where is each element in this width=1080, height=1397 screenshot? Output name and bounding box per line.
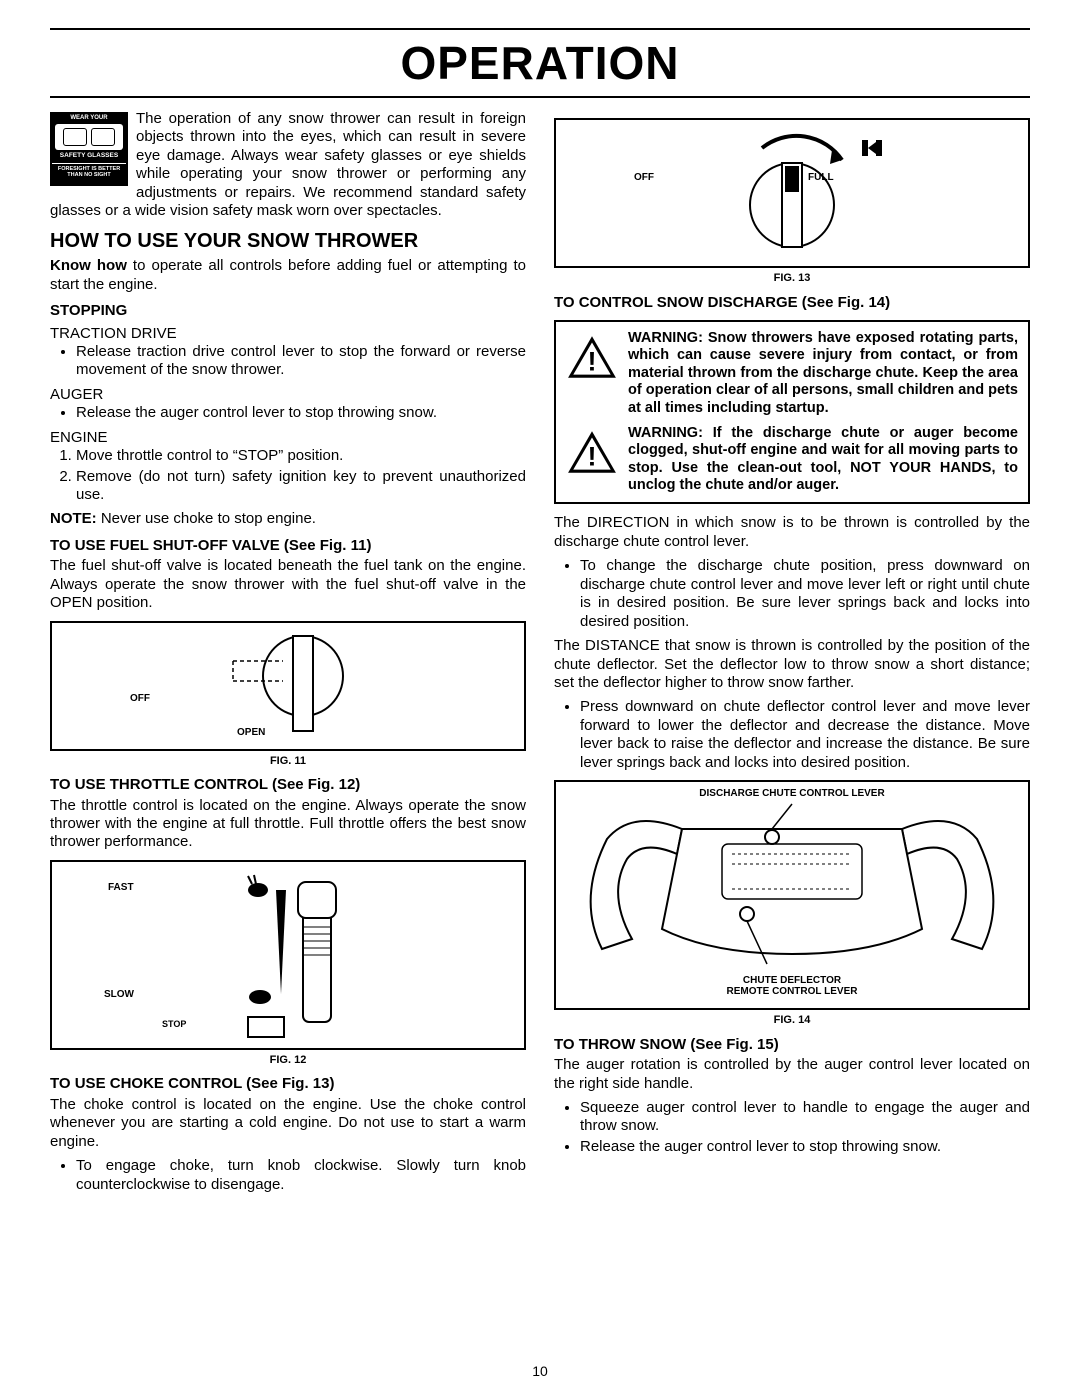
engine-steps: Move throttle control to “STOP” position… — [50, 447, 526, 504]
page-title: OPERATION — [50, 36, 1030, 90]
fig12-slow-label: SLOW — [104, 989, 134, 1001]
badge-line3: FORESIGHT IS BETTER THAN NO SIGHT — [52, 163, 126, 178]
fig11-caption: FIG. 11 — [50, 755, 526, 769]
badge-line2: SAFETY GLASSES — [52, 152, 126, 159]
throw-list: Squeeze auger control lever to handle to… — [554, 1099, 1030, 1156]
auger-label: AUGER — [50, 386, 526, 404]
throttle-body: The throttle control is located on the e… — [50, 797, 526, 852]
fig12-caption: FIG. 12 — [50, 1054, 526, 1068]
engine-step-2: Remove (do not turn) safety ignition key… — [76, 468, 526, 505]
choke-list: To engage choke, turn knob clockwise. Sl… — [50, 1157, 526, 1194]
knowhow-bold: Know how — [50, 257, 127, 274]
auger-bullet: Release the auger control lever to stop … — [76, 404, 526, 422]
traction-list: Release traction drive control lever to … — [50, 343, 526, 380]
warning-2: ! WARNING: If the discharge chute or aug… — [566, 425, 1018, 495]
note-bold: NOTE: — [50, 510, 97, 527]
throw-bullet-2: Release the auger control lever to stop … — [580, 1138, 1030, 1156]
handle-diagram — [562, 799, 1022, 969]
figure-14-box: DISCHARGE CHUTE CONTROL LEVER CHUTE — [554, 780, 1030, 1010]
discharge-heading: TO CONTROL SNOW DISCHARGE (See Fig. 14) — [554, 294, 1030, 312]
fig14-caption: FIG. 14 — [554, 1014, 1030, 1028]
note-rest: Never use choke to stop engine. — [97, 510, 316, 527]
rule-under-title — [50, 96, 1030, 98]
rule-top — [50, 28, 1030, 30]
engine-label: ENGINE — [50, 429, 526, 447]
traction-bullet: Release traction drive control lever to … — [76, 343, 526, 380]
warning-1-text: WARNING: Snow throwers have exposed rota… — [628, 330, 1018, 417]
badge-line1: WEAR YOUR — [52, 115, 126, 122]
discharge-list-2: Press downward on chute deflector contro… — [554, 698, 1030, 772]
fig13-caption: FIG. 13 — [554, 272, 1030, 286]
fig11-open-label: OPEN — [237, 727, 265, 739]
two-column-layout: WEAR YOUR SAFETY GLASSES FORESIGHT IS BE… — [50, 110, 1030, 1200]
choke-body: The choke control is located on the engi… — [50, 1096, 526, 1151]
intro-block: WEAR YOUR SAFETY GLASSES FORESIGHT IS BE… — [50, 110, 526, 221]
warning-box: ! WARNING: Snow throwers have exposed ro… — [554, 320, 1030, 505]
discharge-list-1: To change the discharge chute position, … — [554, 557, 1030, 631]
fuel-valve-diagram — [173, 631, 403, 741]
knowhow-para: Know how to operate all controls before … — [50, 257, 526, 294]
warning-icon: ! — [566, 334, 618, 380]
note-para: NOTE: Never use choke to stop engine. — [50, 510, 526, 528]
choke-bullet: To engage choke, turn knob clockwise. Sl… — [76, 1157, 526, 1194]
fig14-bot-label2: REMOTE CONTROL LEVER — [562, 986, 1022, 997]
safety-glasses-badge: WEAR YOUR SAFETY GLASSES FORESIGHT IS BE… — [50, 112, 128, 186]
fuel-heading: TO USE FUEL SHUT-OFF VALVE (See Fig. 11) — [50, 537, 526, 555]
traction-label: TRACTION DRIVE — [50, 325, 526, 343]
discharge-p1: The DIRECTION in which snow is to be thr… — [554, 514, 1030, 551]
engine-step-1: Move throttle control to “STOP” position… — [76, 447, 526, 465]
fuel-body: The fuel shut-off valve is located benea… — [50, 557, 526, 612]
warning-icon: ! — [566, 429, 618, 475]
svg-text:!: ! — [587, 441, 596, 471]
auger-list: Release the auger control lever to stop … — [50, 404, 526, 422]
choke-heading: TO USE CHOKE CONTROL (See Fig. 13) — [50, 1075, 526, 1093]
fig11-off-label: OFF — [130, 693, 150, 705]
fig13-off-label: OFF — [634, 172, 654, 184]
left-column: WEAR YOUR SAFETY GLASSES FORESIGHT IS BE… — [50, 110, 526, 1200]
fig12-stop-label: STOP — [162, 1019, 186, 1030]
warning-1: ! WARNING: Snow throwers have exposed ro… — [566, 330, 1018, 417]
discharge-bullet-1: To change the discharge chute position, … — [580, 557, 1030, 631]
throw-bullet-1: Squeeze auger control lever to handle to… — [580, 1099, 1030, 1136]
figure-13-box: OFF FULL — [554, 118, 1030, 268]
throw-heading: TO THROW SNOW (See Fig. 15) — [554, 1036, 1030, 1054]
right-column: OFF FULL FIG. 13 TO CONTROL SNOW DISCHAR… — [554, 110, 1030, 1200]
fig14-bot-label1: CHUTE DEFLECTOR — [562, 975, 1022, 986]
svg-text:!: ! — [587, 346, 596, 376]
warning-2-text: WARNING: If the discharge chute or auger… — [628, 425, 1018, 495]
how-to-use-heading: HOW TO USE YOUR SNOW THROWER — [50, 229, 526, 254]
throttle-diagram — [148, 872, 428, 1047]
discharge-bullet-2: Press downward on chute deflector contro… — [580, 698, 1030, 772]
figure-11-box: OFF OPEN — [50, 621, 526, 751]
page-number: 10 — [532, 1363, 548, 1379]
glasses-icon — [55, 124, 123, 150]
fig14-top-label: DISCHARGE CHUTE CONTROL LEVER — [562, 788, 1022, 799]
throw-body: The auger rotation is controlled by the … — [554, 1056, 1030, 1093]
discharge-p2: The DISTANCE that snow is thrown is cont… — [554, 637, 1030, 692]
choke-diagram — [642, 130, 942, 260]
figure-12-box: FAST SLOW STOP — [50, 860, 526, 1050]
fig12-fast-label: FAST — [108, 882, 134, 894]
throttle-heading: TO USE THROTTLE CONTROL (See Fig. 12) — [50, 776, 526, 794]
fig13-full-label: FULL — [808, 172, 834, 184]
stopping-heading: STOPPING — [50, 302, 526, 320]
